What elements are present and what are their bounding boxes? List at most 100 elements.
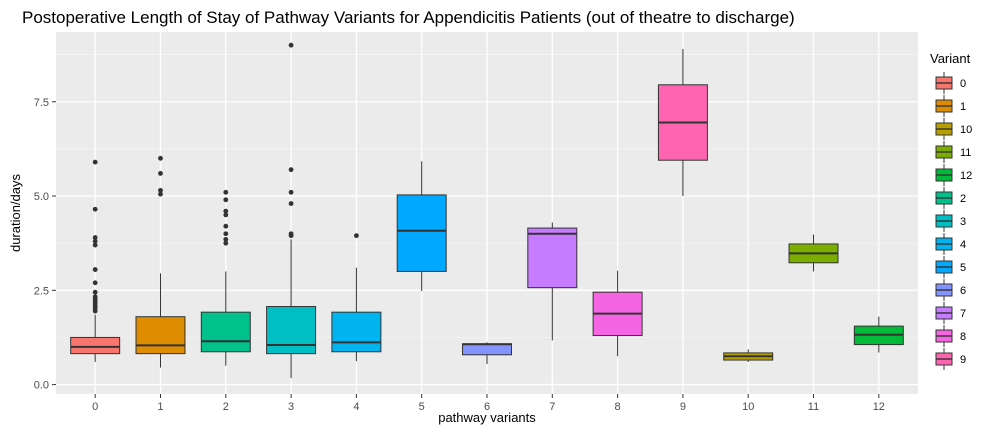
outlier-point [158,187,163,193]
chart-title: Postoperative Length of Stay of Pathway … [22,8,795,27]
x-tick-label: 7 [549,401,555,413]
legend-label: 7 [960,308,966,320]
box-iqr [70,336,121,355]
legend-entry-3: 3 [935,210,966,232]
box-variant-1 [135,155,186,368]
outlier-point [288,201,294,206]
legend-entry-11: 11 [935,141,971,163]
box-iqr [396,194,447,272]
outlier-point [223,208,229,214]
box-variant-10 [723,349,774,362]
box-iqr [135,316,186,355]
legend-entry-4: 4 [935,233,966,255]
outlier-point [92,235,98,240]
legend-entry-2: 2 [935,187,966,209]
x-tick-label: 9 [680,401,686,413]
legend-label: 12 [960,170,972,182]
outlier-point [158,171,163,176]
box-variant-11 [788,234,839,272]
y-tick-label: 5.0 [34,191,49,203]
legend-label: 3 [960,216,966,228]
legend-label: 2 [960,193,966,205]
box-variant-5 [396,161,447,292]
legend-label: 5 [960,262,966,274]
box-iqr [527,227,578,289]
box-variant-12 [853,316,904,353]
y-tick-label: 7.5 [34,97,49,109]
legend-label: 4 [960,239,966,251]
y-tick-label: 0.0 [34,380,49,392]
legend-entry-9: 9 [935,348,966,370]
outlier-point [92,238,98,244]
box-variant-3 [266,42,317,379]
legend-label: 10 [960,124,972,136]
box-variant-9 [657,48,708,197]
outlier-point [288,42,294,48]
box-iqr [462,343,512,356]
y-tick-label: 2.5 [34,285,49,297]
outlier-point [223,240,229,246]
box-variant-8 [592,270,643,357]
y-axis-title: duration/days [8,173,23,252]
legend-label: 11 [960,147,971,159]
outlier-point [353,233,359,239]
box-variant-6 [462,342,512,364]
legend-entry-8: 8 [935,325,966,347]
outlier-point [288,231,294,237]
x-axis-title: pathway variants [438,410,536,425]
x-tick-label: 3 [288,401,294,413]
legend-label: 1 [960,101,966,113]
x-tick-label: 10 [742,401,754,413]
outlier-point [92,280,98,286]
outlier-point [92,206,98,212]
legend-title: Variant [930,51,971,66]
box-layer [70,42,904,379]
outlier-point [92,159,98,165]
x-tick-label: 11 [808,401,819,413]
outlier-point [92,289,98,295]
outlier-point [92,242,98,248]
outlier-point [223,236,229,242]
outlier-point [223,197,229,203]
outlier-point [92,267,98,272]
box-iqr [266,306,317,355]
x-tick-label: 4 [353,401,359,413]
x-tick-label: 8 [615,401,621,413]
legend-label: 9 [960,354,966,366]
box-variant-7 [527,222,578,341]
legend-entry-0: 0 [935,72,966,94]
outlier-point [288,167,294,173]
box-iqr [200,311,251,353]
outlier-point [92,294,98,300]
x-tick-label: 5 [419,401,425,413]
legend-entry-1: 1 [935,95,966,117]
x-tick-label: 12 [873,401,885,413]
outlier-point [223,231,229,237]
outlier-point [158,191,163,197]
box-variant-0 [70,159,121,362]
legend-entry-7: 7 [935,302,966,324]
x-tick-label: 6 [484,401,490,413]
outlier-point [223,212,229,218]
legend-label: 0 [960,78,966,90]
box-variant-2 [200,189,251,366]
outlier-point [223,189,229,195]
box-variant-4 [331,233,382,362]
legend-label: 6 [960,285,966,297]
legend-entry-6: 6 [935,279,966,301]
x-tick-label: 2 [223,401,229,413]
x-tick-label: 1 [157,401,163,413]
outlier-point [158,155,163,161]
outlier-point [223,223,229,229]
legend-entry-5: 5 [935,256,966,278]
legend-entry-10: 10 [935,118,972,140]
x-tick-label: 0 [92,401,98,413]
legend: Variant 0 1 10 11 12 2 3 4 5 6 7 8 9 [930,51,972,370]
legend-label: 8 [960,331,966,343]
legend-entry-12: 12 [935,164,972,186]
box-iqr [331,311,382,353]
outlier-point [288,189,294,195]
axis-layer: 0.02.55.07.50 1 2 3 4 5 6 7 8 9 10 11 12 [34,97,885,413]
